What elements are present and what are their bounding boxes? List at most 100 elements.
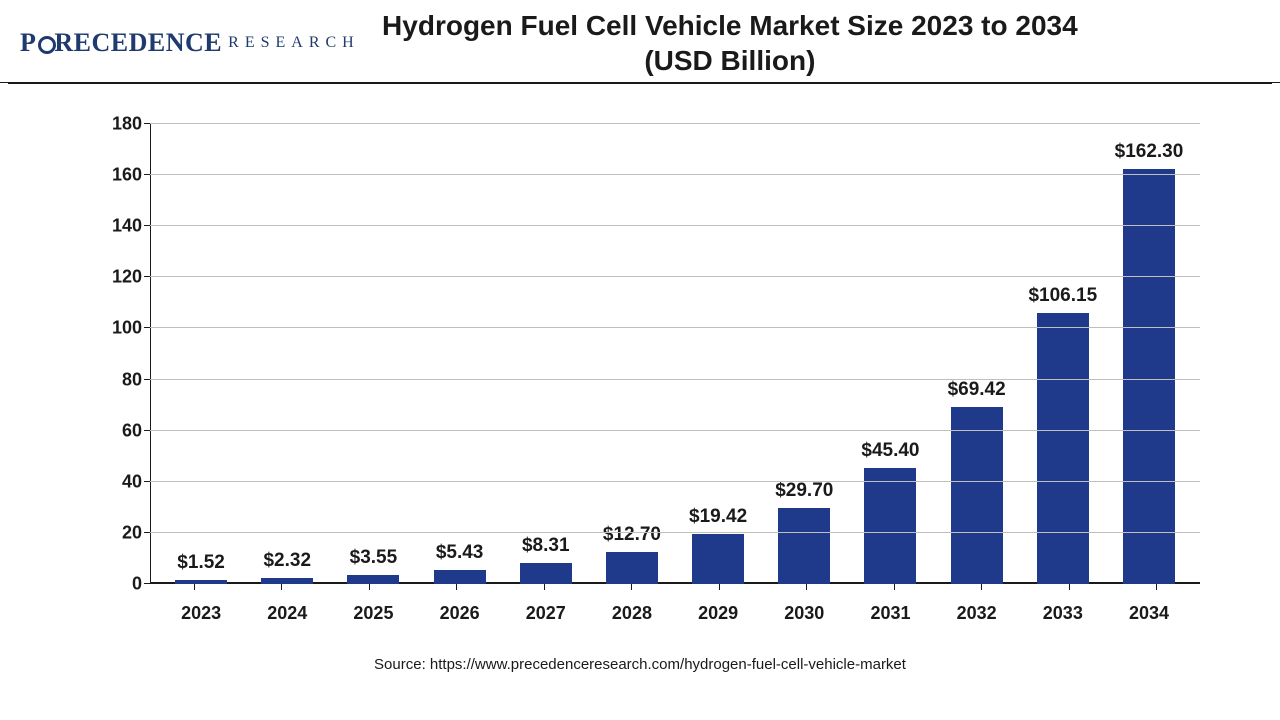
logo-word: RECEDENCE	[54, 28, 222, 58]
bar-value-label: $162.30	[1115, 141, 1184, 163]
gridline	[150, 225, 1200, 226]
y-tick-label: 120	[100, 267, 142, 288]
x-axis-label: 2023	[158, 603, 244, 624]
bar: $29.70	[778, 508, 830, 584]
bar: $162.30	[1123, 169, 1175, 584]
y-tick-label: 100	[100, 318, 142, 339]
y-tick-label: 160	[100, 165, 142, 186]
gridline	[150, 327, 1200, 328]
bar-slot: $5.43	[417, 124, 503, 584]
y-tick-mark	[144, 379, 150, 380]
y-tick-label: 0	[100, 574, 142, 595]
x-tick-mark	[1069, 584, 1070, 590]
title-line2: (USD Billion)	[644, 45, 815, 76]
bar-slot: $106.15	[1020, 124, 1106, 584]
y-tick-label: 20	[100, 522, 142, 543]
x-axis-label: 2025	[330, 603, 416, 624]
x-axis-label: 2024	[244, 603, 330, 624]
title-wrap: Hydrogen Fuel Cell Vehicle Market Size 2…	[360, 8, 1260, 78]
y-tick-label: 80	[100, 369, 142, 390]
bar-value-label: $8.31	[522, 535, 570, 557]
bar: $5.43	[434, 570, 486, 584]
y-tick-mark	[144, 430, 150, 431]
x-tick-mark	[894, 584, 895, 590]
y-tick-mark	[144, 532, 150, 533]
bar-slot: $162.30	[1106, 124, 1192, 584]
bar-value-label: $29.70	[775, 480, 833, 502]
y-tick-mark	[144, 123, 150, 124]
bar-value-label: $3.55	[350, 547, 398, 569]
bar-value-label: $69.42	[948, 379, 1006, 401]
x-tick-mark	[194, 584, 195, 590]
x-axis-label: 2026	[417, 603, 503, 624]
y-tick-mark	[144, 481, 150, 482]
x-axis-label: 2031	[847, 603, 933, 624]
bar-value-label: $5.43	[436, 542, 484, 564]
bar-slot: $3.55	[330, 124, 416, 584]
bar-slot: $8.31	[503, 124, 589, 584]
x-tick-mark	[1156, 584, 1157, 590]
bar: $69.42	[951, 407, 1003, 584]
bar: $106.15	[1037, 313, 1089, 584]
y-tick-mark	[144, 583, 150, 584]
bar: $45.40	[864, 468, 916, 584]
x-axis-label: 2032	[934, 603, 1020, 624]
x-axis-label: 2033	[1020, 603, 1106, 624]
header-row: PRECEDENCE RESEARCH Hydrogen Fuel Cell V…	[0, 0, 1280, 83]
bar: $3.55	[347, 575, 399, 584]
gridline	[150, 174, 1200, 175]
bar: $1.52	[175, 580, 227, 584]
bar-slot: $2.32	[244, 124, 330, 584]
x-axis-label: 2027	[503, 603, 589, 624]
x-axis-label: 2030	[761, 603, 847, 624]
bar-slot: $29.70	[761, 124, 847, 584]
y-tick-mark	[144, 225, 150, 226]
bar-slot: $45.40	[847, 124, 933, 584]
bar-value-label: $106.15	[1028, 285, 1097, 307]
x-tick-mark	[456, 584, 457, 590]
y-tick-mark	[144, 174, 150, 175]
gridline	[150, 379, 1200, 380]
x-tick-mark	[544, 584, 545, 590]
gridline	[150, 481, 1200, 482]
x-tick-mark	[806, 584, 807, 590]
bar: $8.31	[520, 563, 572, 584]
x-axis-label: 2029	[675, 603, 761, 624]
bar-slot: $1.52	[158, 124, 244, 584]
y-tick-label: 40	[100, 471, 142, 492]
gridline	[150, 532, 1200, 533]
title-line1: Hydrogen Fuel Cell Vehicle Market Size 2…	[382, 10, 1078, 41]
logo: PRECEDENCE RESEARCH	[20, 28, 360, 58]
x-axis-label: 2028	[589, 603, 675, 624]
x-axis-label: 2034	[1106, 603, 1192, 624]
x-tick-mark	[981, 584, 982, 590]
bar-value-label: $1.52	[177, 552, 225, 574]
bars-container: $1.52 $2.32 $3.55 $5.43 $8.31 $12.70 $19.42 $29…	[150, 124, 1200, 584]
plot-region: $1.52 $2.32 $3.55 $5.43 $8.31 $12.70 $19.42 $29…	[150, 124, 1200, 584]
x-tick-mark	[631, 584, 632, 590]
x-labels-row: 2023202420252026202720282029203020312032…	[150, 603, 1200, 624]
y-tick-label: 180	[100, 114, 142, 135]
bar-value-label: $19.42	[689, 506, 747, 528]
bar-value-label: $45.40	[861, 440, 919, 462]
logo-sub: RESEARCH	[228, 34, 360, 52]
x-tick-mark	[369, 584, 370, 590]
bar-value-label: $2.32	[263, 550, 311, 572]
bar: $19.42	[692, 534, 744, 584]
title-underline	[8, 83, 1272, 84]
y-tick-label: 60	[100, 420, 142, 441]
x-tick-mark	[719, 584, 720, 590]
x-tick-mark	[281, 584, 282, 590]
gridline	[150, 123, 1200, 124]
bar: $12.70	[606, 552, 658, 584]
y-tick-mark	[144, 327, 150, 328]
chart-title: Hydrogen Fuel Cell Vehicle Market Size 2…	[360, 8, 1100, 78]
source-caption: Source: https://www.precedenceresearch.c…	[0, 656, 1280, 673]
bar-slot: $19.42	[675, 124, 761, 584]
chart-area: $1.52 $2.32 $3.55 $5.43 $8.31 $12.70 $19.42 $29…	[60, 114, 1220, 644]
gridline	[150, 430, 1200, 431]
y-tick-label: 140	[100, 216, 142, 237]
bar-slot: $69.42	[934, 124, 1020, 584]
y-tick-mark	[144, 276, 150, 277]
bar: $2.32	[261, 578, 313, 584]
